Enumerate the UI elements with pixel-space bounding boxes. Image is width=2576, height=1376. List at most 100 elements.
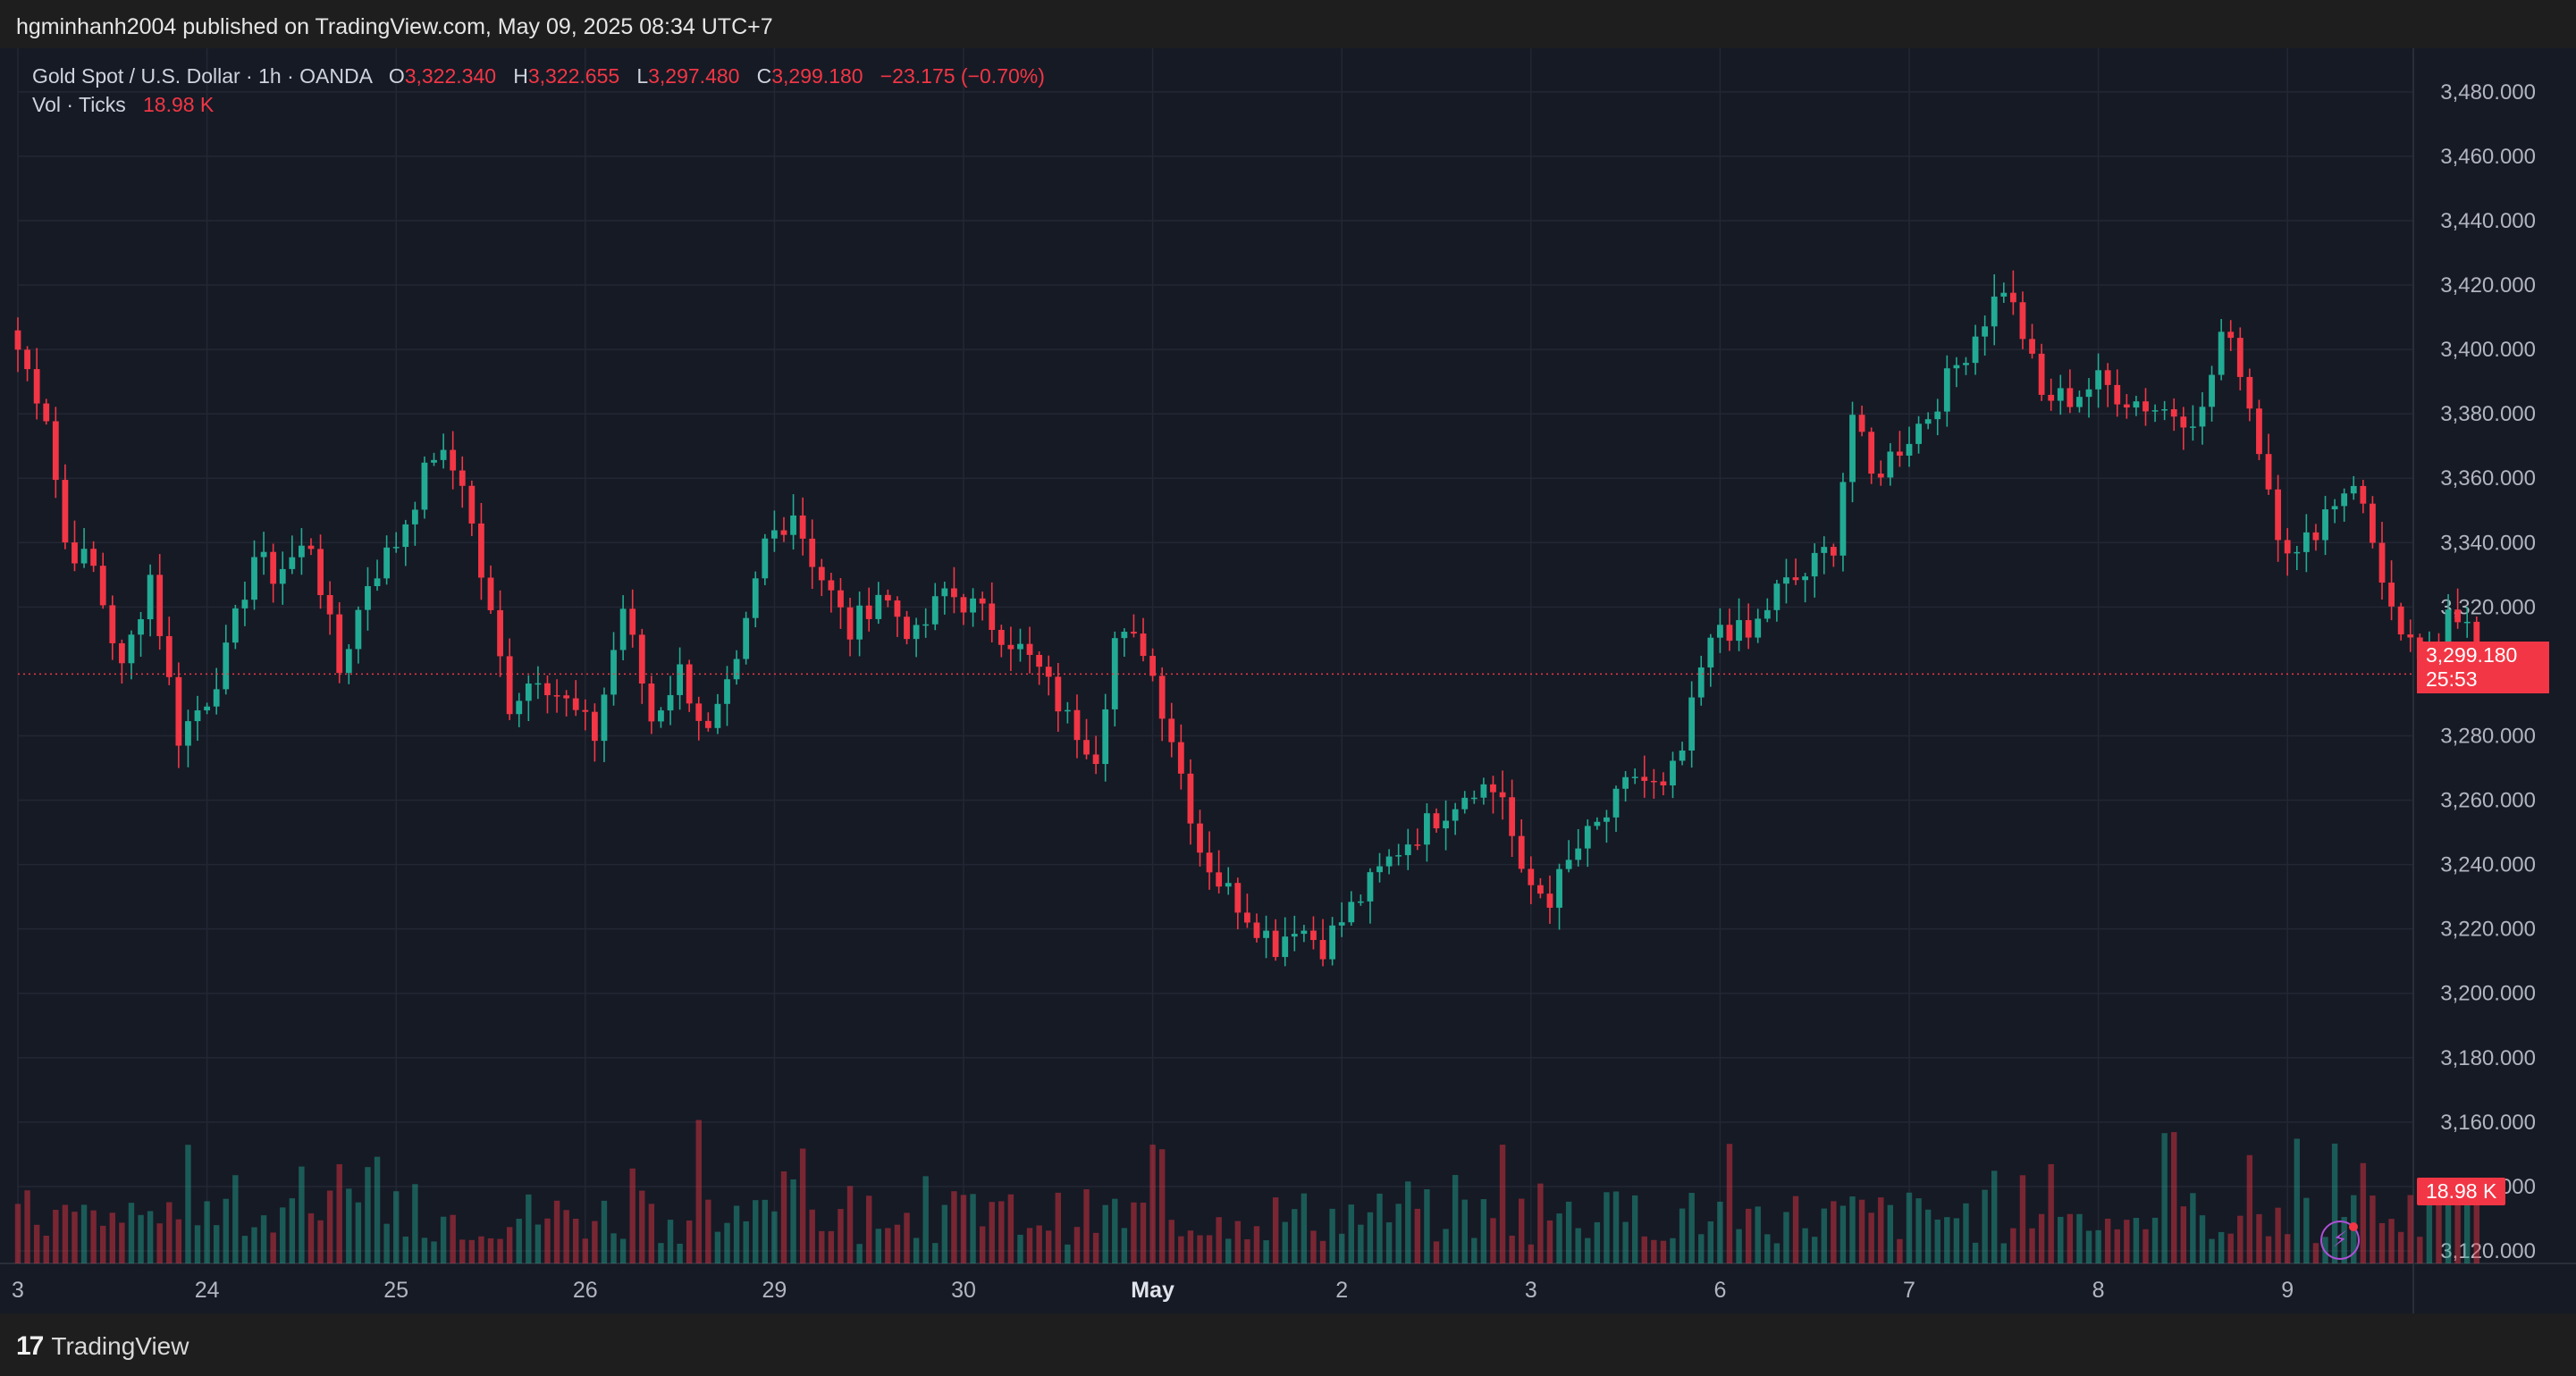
candle-body <box>563 695 570 699</box>
volume-bar <box>2454 1192 2461 1263</box>
volume-bar <box>1376 1193 1383 1263</box>
volume-bar <box>2180 1206 2187 1263</box>
volume-bar <box>1726 1144 1733 1263</box>
volume-bar <box>1310 1230 1317 1263</box>
candle-body <box>2076 397 2083 407</box>
volume-bar <box>90 1210 97 1263</box>
volume-bar <box>904 1212 910 1263</box>
volume-bar <box>2388 1219 2395 1263</box>
candle-body <box>1424 813 1430 845</box>
volume-bar <box>1405 1181 1411 1263</box>
volume-bar <box>1707 1221 1714 1263</box>
candle-body <box>365 586 371 610</box>
volume-bar <box>2058 1216 2064 1263</box>
candle-body <box>1272 930 1279 958</box>
lightning-icon[interactable]: ⚡ <box>2320 1221 2360 1260</box>
candle-body <box>667 694 674 711</box>
volume-bar <box>677 1243 683 1263</box>
candle-body <box>175 676 182 746</box>
candle-body <box>2322 509 2328 541</box>
candle-body <box>1329 925 1336 960</box>
candle-body <box>790 515 796 535</box>
volume-bar <box>1131 1202 1137 1263</box>
candle-body <box>629 608 636 635</box>
volume-bar <box>2370 1196 2376 1263</box>
volume-bar <box>1424 1189 1430 1263</box>
volume-bar <box>1140 1202 1147 1263</box>
volume-bar <box>866 1196 872 1263</box>
volume-bar <box>1698 1234 1705 1263</box>
y-tick-label: 3,120.000 <box>2440 1239 2536 1263</box>
candle-body <box>2067 388 2074 407</box>
candle-body <box>1509 797 1516 836</box>
x-tick-label: 6 <box>1713 1278 1726 1303</box>
candle-body <box>109 605 116 643</box>
volume-bar <box>610 1233 617 1263</box>
candle-body <box>2057 388 2064 401</box>
volume-bar <box>175 1219 182 1263</box>
volume-bar <box>440 1216 447 1263</box>
volume-bar <box>2104 1218 2111 1263</box>
volume-bar <box>2000 1243 2007 1263</box>
candle-body <box>1291 934 1298 937</box>
chart-area[interactable]: 3,480.000 3,460.000 3,440.000 3,420.000 3,40… <box>0 48 2576 1313</box>
candle-body <box>1594 821 1601 826</box>
candle-body <box>1216 872 1223 887</box>
volume-bar <box>1546 1220 1553 1263</box>
candle-body <box>1906 443 1913 456</box>
candle-body <box>1225 883 1232 887</box>
volume-bar <box>1395 1204 1402 1263</box>
candle-body <box>383 547 391 579</box>
volume-bar <box>336 1163 342 1263</box>
volume-bar <box>1461 1199 1468 1263</box>
candle-body <box>392 547 400 549</box>
volume-bar <box>1158 1149 1166 1263</box>
volume-bar <box>1575 1228 1581 1263</box>
volume-bar <box>762 1199 769 1263</box>
tradingview-logo[interactable]: 17 TradingView <box>16 1331 189 1362</box>
volume-bar <box>1187 1230 1194 1263</box>
candle-body <box>2133 401 2140 408</box>
candle-body <box>2454 609 2462 623</box>
candle-body <box>2114 384 2121 405</box>
volume-bar <box>1149 1145 1156 1263</box>
candle-body <box>2370 503 2376 543</box>
y-tick-label: 3,220.000 <box>2440 918 2536 942</box>
candle-body <box>1536 885 1544 894</box>
volume-bar <box>1083 1188 1090 1263</box>
candle-body <box>1707 637 1714 668</box>
candle-body <box>2048 394 2055 401</box>
volume-bar <box>733 1205 740 1263</box>
candle-body <box>204 706 210 711</box>
candle-body <box>1604 817 1610 822</box>
candle-body <box>1631 776 1638 778</box>
volume-bar <box>1849 1196 1856 1263</box>
volume-bar <box>365 1167 371 1263</box>
candle-body <box>52 421 59 481</box>
candle-body <box>1783 577 1789 584</box>
candle-body <box>2123 404 2130 408</box>
candlestick-chart[interactable]: 3,480.000 3,460.000 3,440.000 3,420.000 3,40… <box>0 48 2576 1313</box>
candle-body <box>1821 547 1828 553</box>
candle-body <box>1858 415 1865 432</box>
candle-body <box>1376 866 1383 873</box>
volume-bar <box>809 1209 815 1263</box>
volume-bar <box>1821 1208 1827 1263</box>
candle-body <box>2104 370 2111 385</box>
volume-bar <box>544 1218 551 1263</box>
candle-body <box>998 629 1005 645</box>
candle-body <box>459 470 466 486</box>
volume-bar <box>147 1211 154 1263</box>
candle-body <box>128 634 135 664</box>
volume-bar <box>450 1214 456 1263</box>
volume-bar <box>2190 1193 2196 1263</box>
candle-body <box>638 634 645 684</box>
candle-body <box>1064 709 1071 712</box>
candle-body <box>1773 583 1780 610</box>
footer-bar: 17 TradingView <box>0 1313 2576 1376</box>
volume-bar <box>1963 1203 1969 1263</box>
candle-body <box>1556 868 1562 908</box>
volume-bar <box>1480 1199 1487 1263</box>
legend-low-label: L <box>636 64 649 88</box>
candle-body <box>1282 936 1289 958</box>
